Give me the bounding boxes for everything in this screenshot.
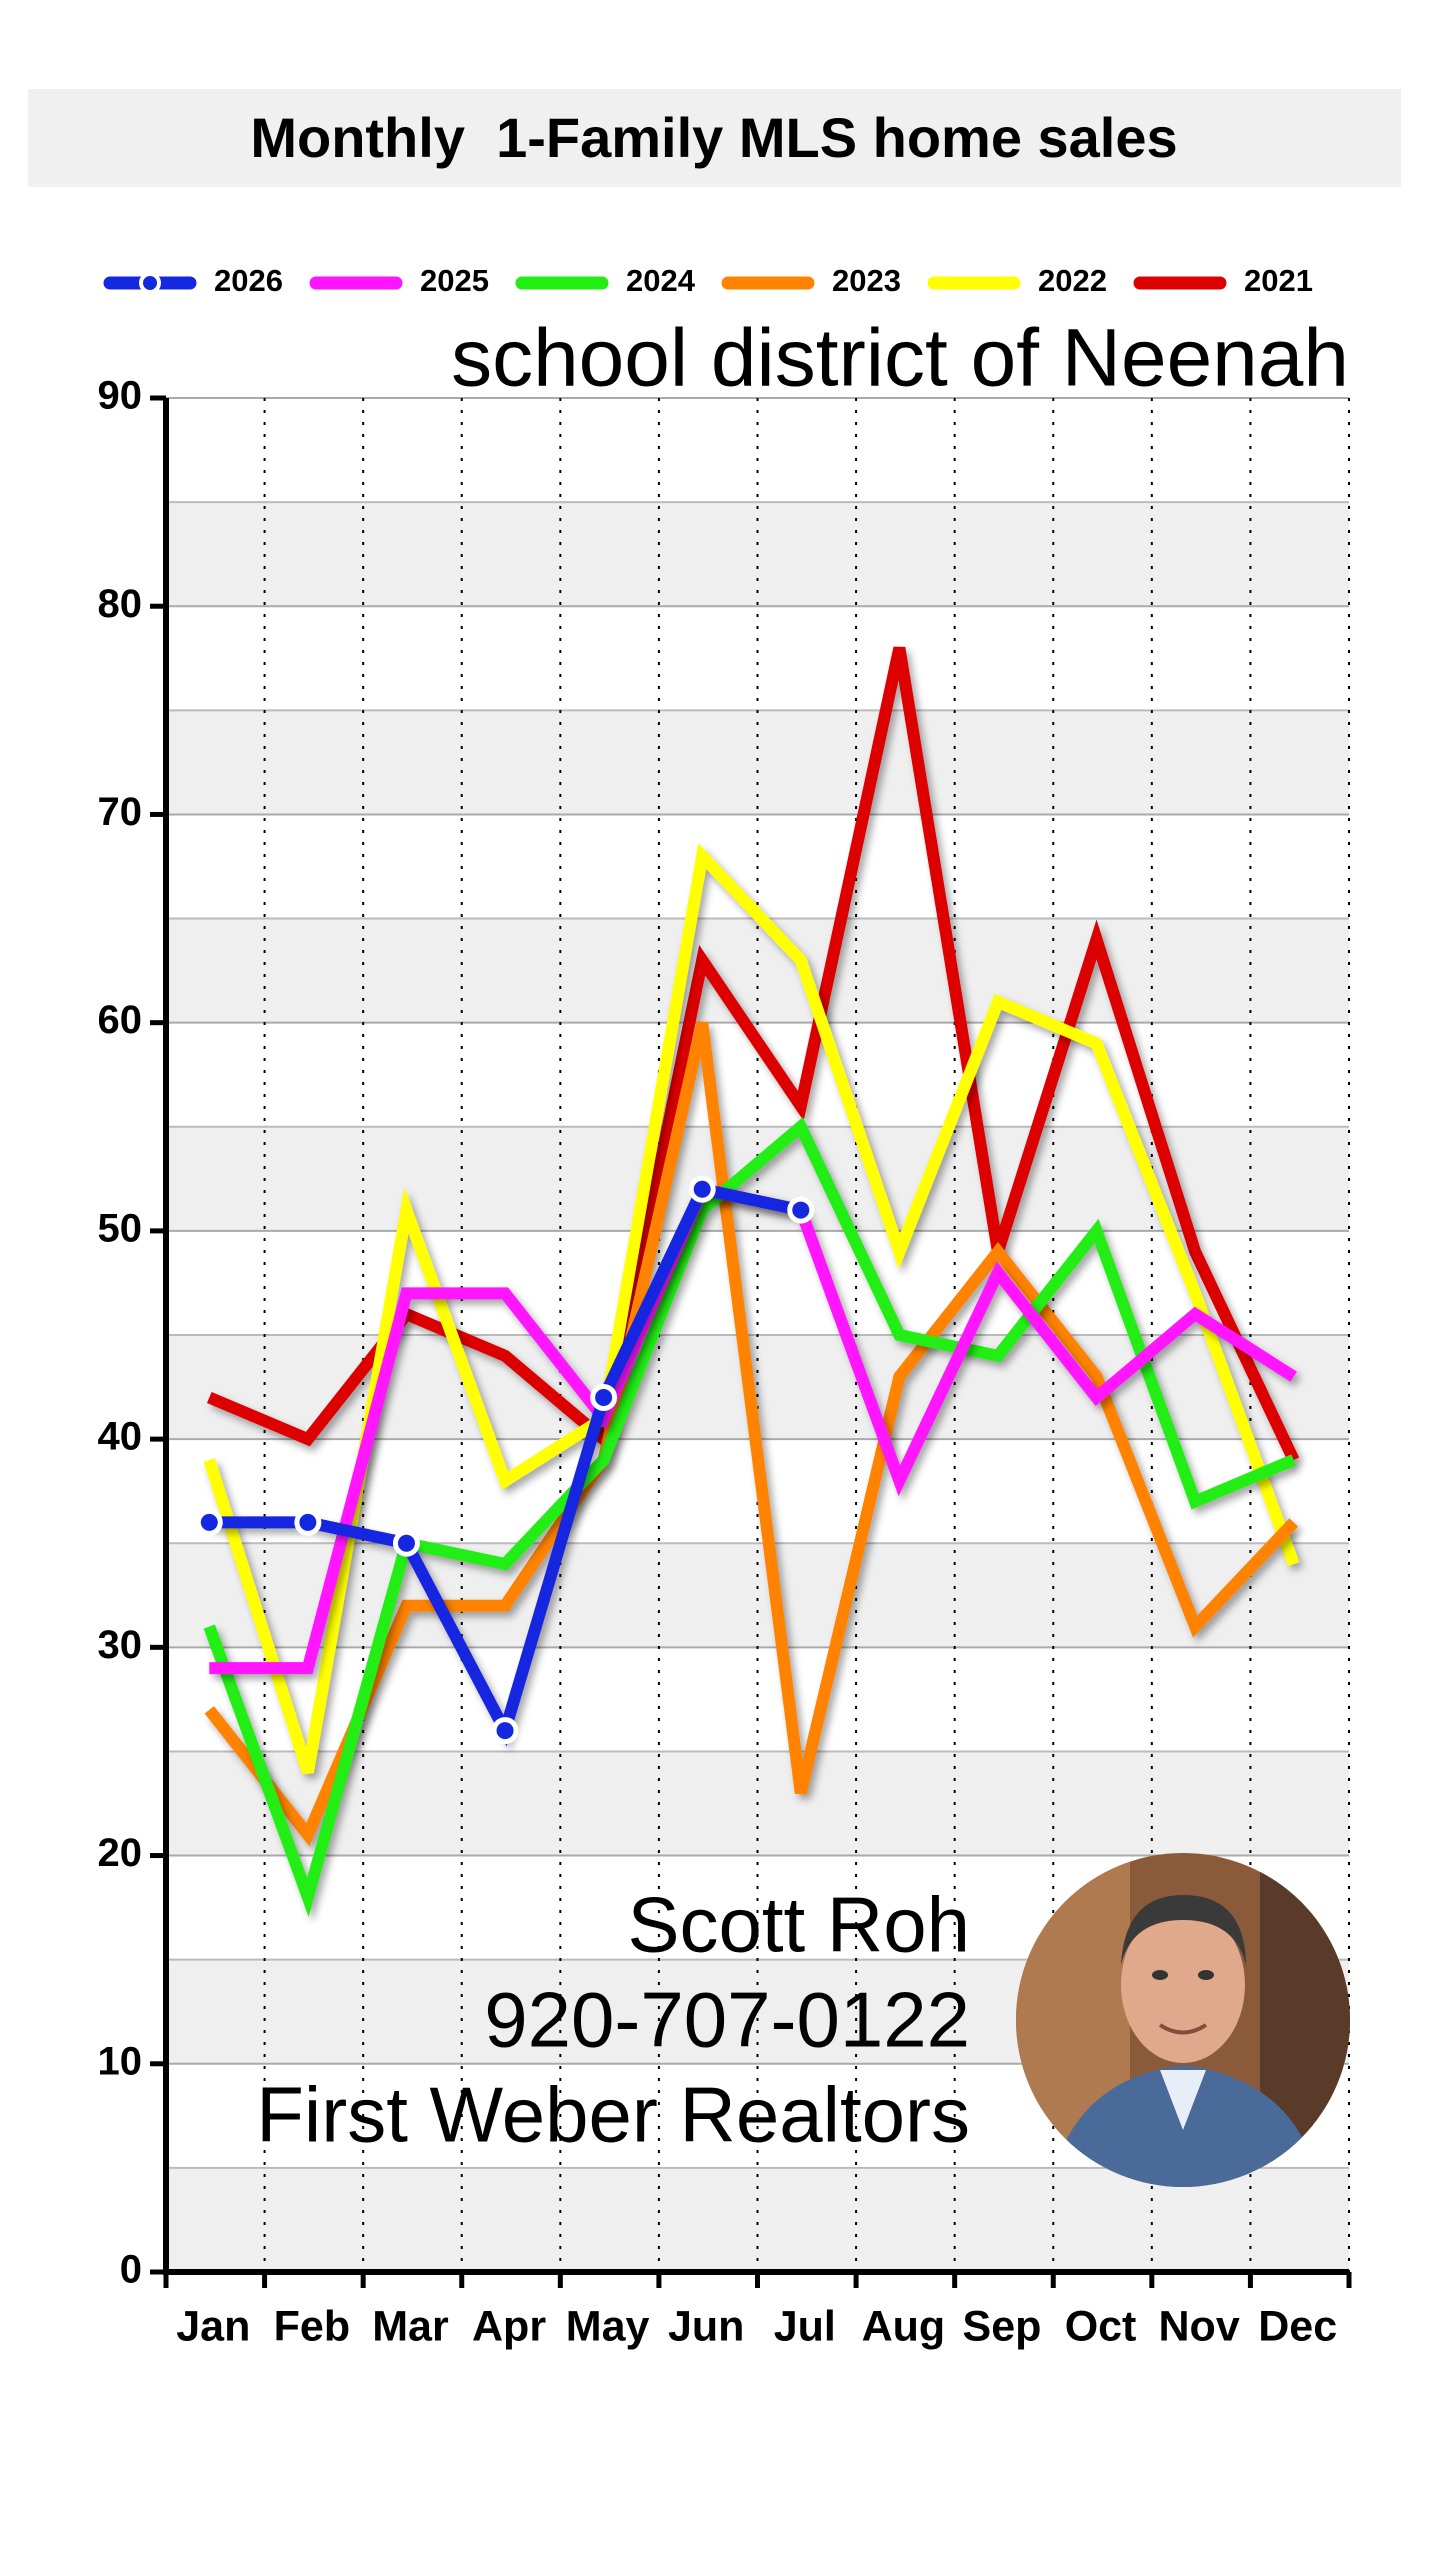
legend-label: 2023	[832, 263, 901, 298]
legend-label: 2021	[1244, 263, 1313, 298]
band	[166, 710, 1349, 815]
y-tick-label: 70	[98, 790, 143, 834]
x-tick-label: Jan	[176, 2302, 250, 2350]
y-tick-label: 40	[98, 1415, 143, 1459]
x-tick-label: Apr	[472, 2302, 546, 2350]
annotation: 920-707-0122	[484, 1976, 970, 2064]
y-tick-label: 60	[98, 998, 143, 1042]
y-tick-label: 90	[98, 374, 143, 418]
x-tick-label: Oct	[1065, 2302, 1137, 2350]
series-line	[203, 843, 1300, 1775]
x-tick-label: Feb	[274, 2302, 350, 2350]
x-tick-label: May	[566, 2302, 650, 2350]
legend-label: 2024	[626, 263, 696, 298]
legend-label: 2026	[214, 263, 283, 298]
annotation: First Weber Realtors	[256, 2071, 970, 2159]
y-tick-label: 10	[98, 2039, 143, 2083]
marker	[688, 1175, 716, 1203]
x-tick-label: Jun	[668, 2302, 744, 2350]
y-tick-label: 80	[98, 582, 143, 626]
chart-subtitle: school district of Neenah	[451, 313, 1349, 404]
y-tick-label: 50	[98, 1206, 143, 1250]
annotation: Scott Roh	[627, 1881, 970, 1969]
band	[166, 918, 1349, 1023]
y-tick-label: 30	[98, 1623, 143, 1667]
x-tick-label: Dec	[1258, 2302, 1337, 2350]
marker	[491, 1717, 519, 1745]
band	[166, 2167, 1349, 2272]
series-line	[203, 1117, 1297, 1917]
marker	[294, 1508, 322, 1536]
legend-label: 2022	[1038, 263, 1107, 298]
x-tick-label: Nov	[1159, 2302, 1240, 2350]
axes: 0 10 20 30 40 50 60 70 80 90 Jan Feb Mar Apr May Jun Jul…	[98, 374, 1352, 2350]
y-tick-label: 20	[98, 1831, 143, 1875]
legend-label: 2025	[420, 263, 489, 298]
x-tick-label: Mar	[372, 2302, 449, 2350]
legend: 2026 2025 2024 2023 2022 2021	[103, 263, 1313, 298]
contact: Scott Roh 920-707-0122 First Weber Realt…	[256, 1881, 970, 2159]
legend-marker	[139, 272, 161, 294]
x-tick-label: Aug	[862, 2302, 946, 2350]
title-box	[28, 89, 1401, 187]
marker	[195, 1508, 223, 1536]
band	[166, 1543, 1349, 1648]
marker	[787, 1196, 815, 1224]
y-tick-label: 0	[120, 2248, 142, 2292]
marker	[590, 1383, 618, 1411]
x-tick-label: Jul	[774, 2302, 836, 2350]
marker	[392, 1529, 420, 1557]
series-lines	[195, 646, 1300, 1917]
x-tick-label: Sep	[963, 2302, 1042, 2350]
chart-title: Monthly 1-Family MLS home sales	[250, 106, 1177, 169]
series-line	[204, 1021, 1299, 1847]
